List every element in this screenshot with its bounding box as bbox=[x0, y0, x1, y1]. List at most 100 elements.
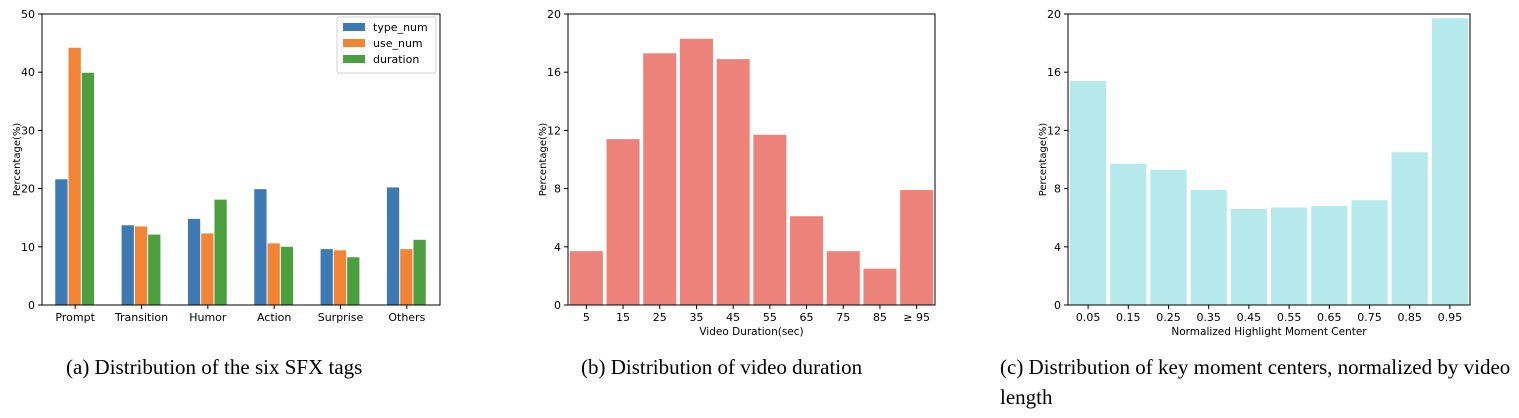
y-tick-label: 10 bbox=[21, 241, 35, 254]
bar bbox=[679, 38, 713, 306]
y-tick-label: 20 bbox=[21, 183, 35, 196]
y-tick-label: 0 bbox=[1054, 299, 1061, 312]
bar bbox=[1311, 206, 1348, 305]
x-tick-label: 0.25 bbox=[1156, 311, 1181, 324]
x-tick-label: 0.95 bbox=[1438, 311, 1463, 324]
bar-duration bbox=[148, 234, 161, 305]
bar bbox=[863, 268, 897, 306]
y-axis-label: Percentage(%) bbox=[1038, 123, 1049, 197]
bar bbox=[1351, 200, 1388, 305]
bar bbox=[1190, 190, 1227, 305]
x-tick-label: Prompt bbox=[55, 311, 95, 324]
bar bbox=[1070, 80, 1107, 306]
caption-moment-centers: (c) Distribution of key moment centers, … bbox=[1000, 355, 1511, 409]
x-tick-label: Humor bbox=[189, 311, 227, 324]
x-tick-label: 0.15 bbox=[1116, 311, 1141, 324]
x-tick-label: 0.55 bbox=[1277, 311, 1302, 324]
bars bbox=[569, 38, 934, 306]
legend-label: duration bbox=[373, 53, 419, 66]
legend-swatch bbox=[343, 23, 365, 31]
chart-moment-centers-svg: 0 4 8 12 16 20 0.05 0.15 0.25 0.35 0.45 0.55 0.65 0.7… bbox=[1038, 8, 1471, 338]
x-tick-label: 65 bbox=[800, 311, 814, 324]
bars bbox=[55, 47, 426, 305]
y-tick-label: 12 bbox=[1047, 124, 1061, 137]
bar-type_num bbox=[121, 225, 134, 305]
x-tick-label: 25 bbox=[653, 311, 667, 324]
plot-frame bbox=[41, 13, 441, 306]
chart-sfx-tags-svg: 0 10 20 30 40 50 Prompt Transition Humor Action Su… bbox=[12, 8, 441, 324]
bar-duration bbox=[81, 72, 95, 305]
x-tick-label: 0.75 bbox=[1357, 311, 1382, 324]
y-tick-label: 16 bbox=[547, 66, 561, 79]
bar bbox=[716, 59, 750, 305]
y-tick-label: 12 bbox=[547, 124, 561, 137]
caption-sfx-tags: (a) Distribution of the six SFX tags bbox=[66, 355, 363, 379]
y-axis-ticks: 0 4 8 12 16 20 bbox=[1047, 8, 1068, 312]
bar-type_num bbox=[187, 218, 201, 305]
bar bbox=[606, 139, 640, 305]
x-tick-label: 55 bbox=[763, 311, 777, 324]
chart-video-duration-svg: 0 4 8 12 16 20 5 15 25 35 45 55 65 75 85 ≥ 95 Percentage… bbox=[538, 8, 936, 338]
x-tick-label: 15 bbox=[616, 311, 630, 324]
bar-use_num bbox=[267, 243, 280, 305]
y-tick-label: 0 bbox=[28, 299, 35, 312]
bar bbox=[1391, 152, 1428, 305]
bar-duration bbox=[347, 257, 360, 305]
y-tick-label: 8 bbox=[1054, 183, 1061, 196]
y-tick-label: 16 bbox=[1047, 66, 1061, 79]
legend-swatch bbox=[343, 55, 365, 63]
x-axis-ticks: 0.05 0.15 0.25 0.35 0.45 0.55 0.65 0.75 0.85 0.95 bbox=[1076, 305, 1462, 324]
y-tick-label: 20 bbox=[547, 8, 561, 21]
bar-use_num bbox=[333, 250, 347, 305]
chart-video-duration: 0 4 8 12 16 20 5 15 25 35 45 55 65 75 85 ≥ 95 Percentage… bbox=[505, 0, 955, 340]
caption-video-duration: (b) Distribution of video duration bbox=[581, 355, 863, 379]
bars bbox=[1070, 18, 1468, 306]
y-tick-label: 50 bbox=[21, 8, 35, 21]
x-tick-label: 5 bbox=[583, 311, 590, 324]
chart-moment-centers: 0 4 8 12 16 20 0.05 0.15 0.25 0.35 0.45 0.55 0.65 0.7… bbox=[1010, 0, 1519, 340]
bar bbox=[643, 53, 677, 305]
bar bbox=[1271, 207, 1308, 305]
y-tick-label: 0 bbox=[554, 299, 561, 312]
bar-type_num bbox=[55, 179, 68, 305]
legend-label: type_num bbox=[373, 21, 428, 34]
bar bbox=[569, 251, 603, 305]
bar-duration bbox=[214, 199, 227, 305]
x-axis-ticks: 5 15 25 35 45 55 65 75 85 ≥ 95 bbox=[583, 305, 930, 324]
y-axis-ticks: 0 10 20 30 40 50 bbox=[21, 8, 42, 312]
bar-type_num bbox=[320, 249, 333, 305]
y-tick-label: 20 bbox=[1047, 8, 1061, 21]
x-tick-label: 0.05 bbox=[1076, 311, 1101, 324]
x-tick-label: 0.65 bbox=[1317, 311, 1342, 324]
x-tick-label: 0.85 bbox=[1397, 311, 1422, 324]
bar-type_num bbox=[386, 187, 400, 305]
bar-duration bbox=[413, 239, 426, 305]
y-axis-ticks: 0 4 8 12 16 20 bbox=[547, 8, 568, 312]
bar bbox=[1110, 163, 1147, 305]
bar bbox=[753, 134, 787, 305]
x-axis-label: Video Duration(sec) bbox=[699, 326, 803, 338]
x-axis-ticks: Prompt Transition Humor Action Surprise Other… bbox=[55, 305, 426, 324]
x-tick-label: 85 bbox=[873, 311, 887, 324]
legend-label: use_num bbox=[373, 37, 423, 50]
y-tick-label: 4 bbox=[554, 241, 561, 254]
bar bbox=[900, 190, 934, 305]
plot-frame bbox=[1067, 13, 1471, 306]
x-tick-label: Transition bbox=[114, 311, 168, 324]
x-tick-label: ≥ 95 bbox=[903, 311, 930, 324]
bar bbox=[790, 216, 824, 305]
bar-use_num bbox=[68, 47, 81, 305]
x-tick-label: 0.35 bbox=[1196, 311, 1221, 324]
bar-duration bbox=[280, 246, 294, 305]
y-tick-label: 8 bbox=[554, 183, 561, 196]
plot-frame bbox=[567, 13, 936, 306]
y-tick-label: 40 bbox=[21, 66, 35, 79]
bar-use_num bbox=[400, 249, 413, 305]
bar-type_num bbox=[254, 189, 267, 305]
x-tick-label: Others bbox=[388, 311, 425, 324]
bar bbox=[826, 251, 860, 305]
bar bbox=[1431, 18, 1468, 306]
legend: type_num use_num duration bbox=[336, 16, 437, 74]
x-tick-label: Action bbox=[257, 311, 291, 324]
bar bbox=[1150, 169, 1187, 305]
